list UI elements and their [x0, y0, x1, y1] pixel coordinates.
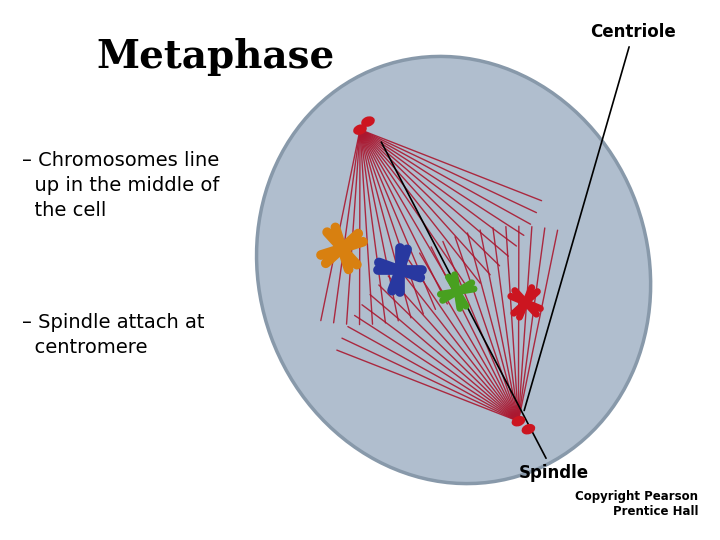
Text: Centriole: Centriole	[524, 23, 676, 410]
Text: Metaphase: Metaphase	[97, 38, 335, 76]
Text: – Spindle attach at
  centromere: – Spindle attach at centromere	[22, 313, 204, 357]
Text: Spindle: Spindle	[382, 142, 588, 482]
Ellipse shape	[361, 116, 375, 127]
Ellipse shape	[354, 124, 366, 135]
Text: Copyright Pearson
Prentice Hall: Copyright Pearson Prentice Hall	[575, 490, 698, 518]
Ellipse shape	[256, 56, 651, 484]
Ellipse shape	[512, 416, 525, 427]
Text: – Chromosomes line
  up in the middle of
  the cell: – Chromosomes line up in the middle of t…	[22, 151, 219, 220]
Ellipse shape	[521, 424, 535, 435]
